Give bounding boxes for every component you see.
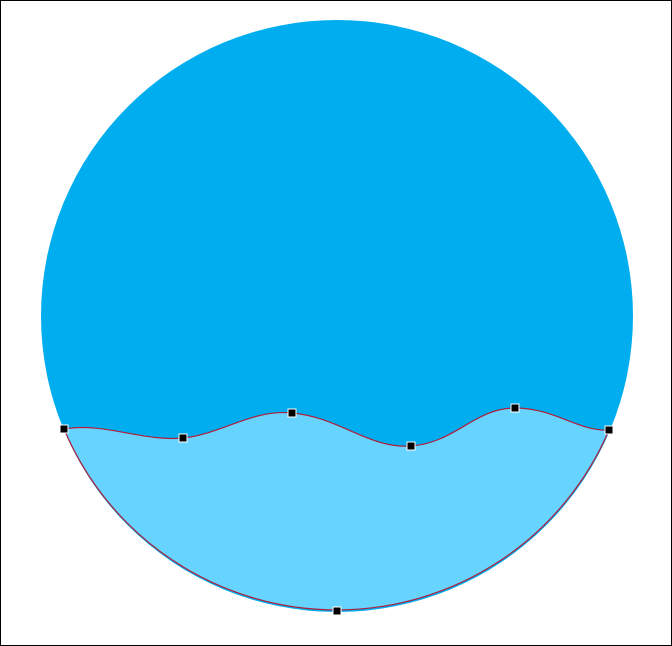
anchor-point-wave-trough-1[interactable] bbox=[178, 433, 188, 443]
anchor-point-wave-crest-2[interactable] bbox=[510, 403, 520, 413]
anchor-point-bottom[interactable] bbox=[332, 606, 342, 616]
anchor-point-left-edge[interactable] bbox=[59, 424, 69, 434]
anchor-point-wave-crest-1[interactable] bbox=[287, 408, 297, 418]
anchor-points bbox=[59, 403, 614, 616]
wave-shape[interactable] bbox=[63, 407, 610, 611]
anchor-point-wave-trough-2[interactable] bbox=[406, 441, 416, 451]
anchor-point-right-edge[interactable] bbox=[604, 425, 614, 435]
